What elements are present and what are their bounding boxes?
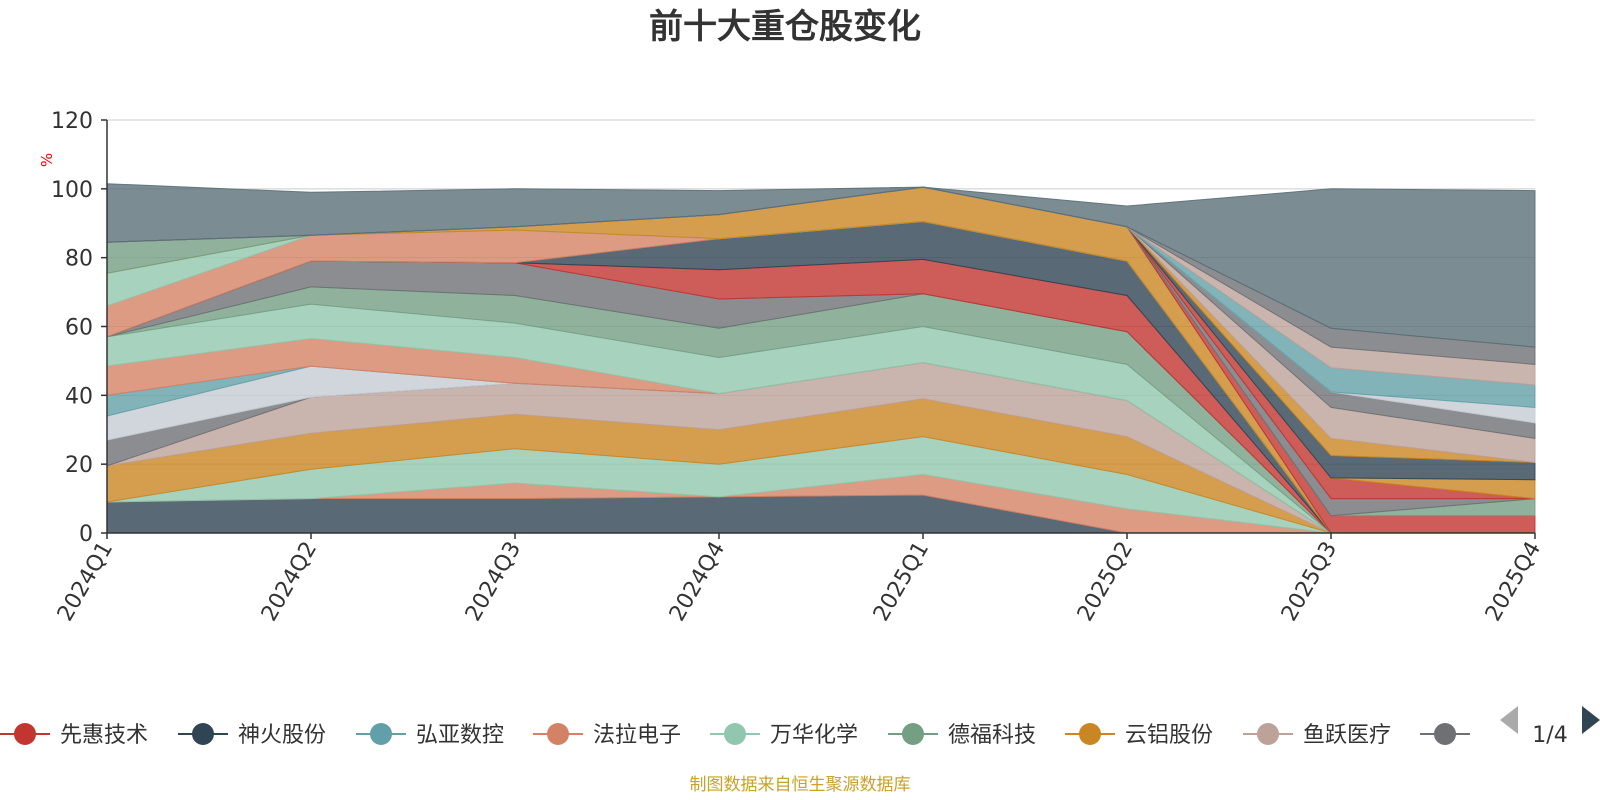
legend-label: 神火股份: [238, 723, 326, 748]
legend-marker: [902, 723, 924, 745]
y-tick-label: 120: [51, 109, 93, 134]
x-tick-label: 2024Q3: [461, 538, 526, 626]
legend-label: 鱼跃医疗: [1303, 723, 1391, 748]
x-tick-label: 2025Q2: [1073, 538, 1138, 626]
legend-item[interactable]: 弘亚数控: [356, 723, 504, 748]
y-tick-label: 100: [51, 178, 93, 203]
legend-item[interactable]: 鱼跃医疗: [1243, 723, 1391, 748]
legend-item[interactable]: 万华化学: [710, 723, 858, 748]
legend-marker: [1257, 723, 1279, 745]
y-axis-unit: %: [38, 153, 56, 167]
legend-label: 万华化学: [770, 723, 858, 748]
legend-label: 弘亚数控: [416, 723, 504, 748]
legend-marker: [192, 723, 214, 745]
source-note: 制图数据来自恒生聚源数据库: [690, 775, 911, 795]
y-tick-label: 40: [65, 384, 93, 409]
area-Other[interactable]: [106, 183, 1536, 348]
legend-marker: [14, 723, 36, 745]
legend-pager: 1/4: [1500, 706, 1600, 748]
legend-label: 先惠技术: [60, 723, 148, 748]
legend-marker: [547, 723, 569, 745]
x-tick-label: 2025Q1: [869, 538, 934, 626]
chart-title: 前十大重仓股变化: [649, 7, 921, 47]
legend-item[interactable]: 先惠技术: [0, 723, 148, 748]
series-areas: [106, 183, 1536, 534]
x-tick-label: 2025Q3: [1277, 538, 1342, 626]
legend-label: 德福科技: [948, 723, 1036, 748]
legend-label: 法拉电子: [593, 723, 681, 748]
legend-marker: [1079, 723, 1101, 745]
legend-item[interactable]: 法拉电子: [533, 723, 681, 748]
legend-item[interactable]: 德福科技: [888, 723, 1036, 748]
y-tick-label: 20: [65, 453, 93, 478]
legend-page-indicator: 1/4: [1532, 723, 1567, 748]
legend-marker: [1434, 723, 1456, 745]
y-tick-label: 80: [65, 247, 93, 272]
x-tick-label: 2024Q2: [257, 538, 322, 626]
x-tick-label: 2025Q4: [1481, 538, 1546, 626]
legend-label: 云铝股份: [1125, 723, 1213, 748]
x-tick-label: 2024Q1: [53, 538, 118, 626]
legend: 先惠技术 神火股份 弘亚数控 法拉电子 万华化学 德福科技 云铝股份 鱼跃医疗: [0, 723, 1470, 748]
legend-marker: [724, 723, 746, 745]
legend-item[interactable]: [1420, 723, 1470, 745]
legend-marker: [370, 723, 392, 745]
x-tick-label: 2024Q4: [665, 538, 730, 626]
legend-item[interactable]: 云铝股份: [1065, 723, 1213, 748]
y-tick-label: 0: [79, 522, 93, 547]
y-tick-label: 60: [65, 316, 93, 341]
legend-next-icon[interactable]: [1582, 706, 1600, 734]
legend-prev-icon[interactable]: [1500, 706, 1518, 734]
legend-item[interactable]: 神火股份: [178, 723, 326, 748]
